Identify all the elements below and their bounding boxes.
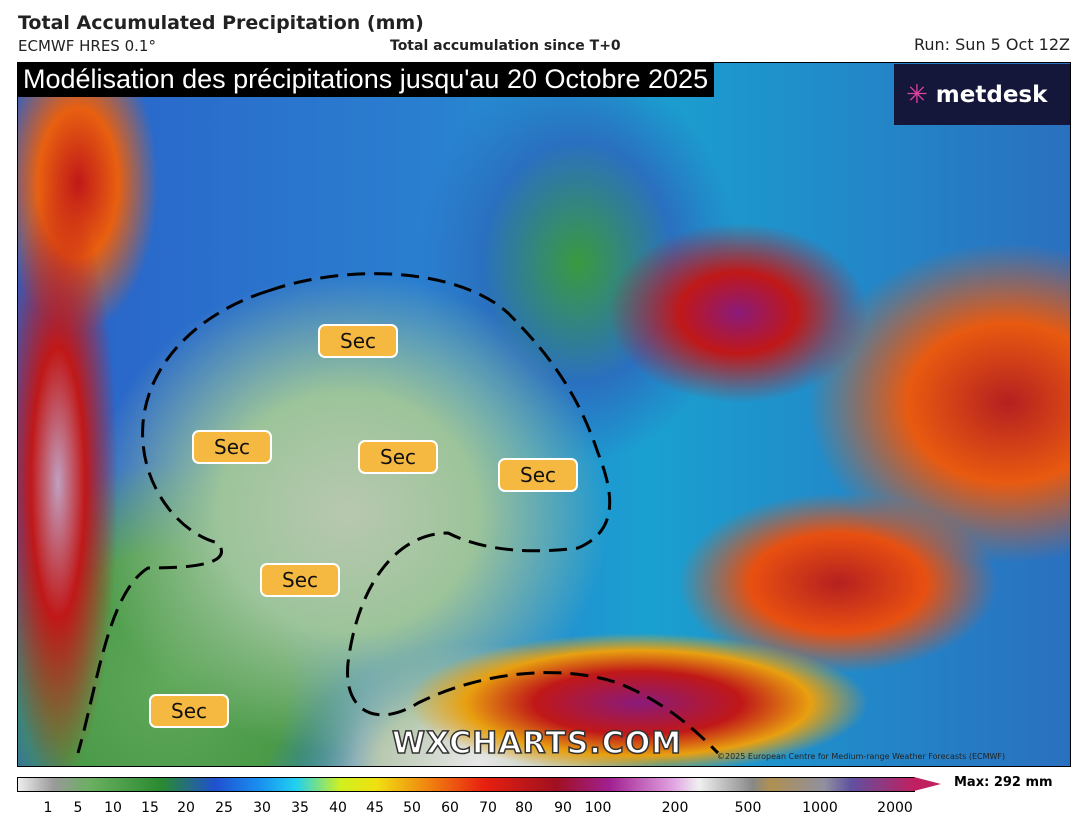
colorbar-tick-label: 60	[441, 800, 459, 816]
colorbar-tick-label: 20	[177, 800, 195, 816]
copyright: ©2025 European Centre for Medium-range W…	[717, 752, 1006, 761]
colorbar-tick-label: 70	[479, 800, 497, 816]
colorbar-tick-label: 500	[734, 800, 762, 816]
metdesk-burst-icon: ✳	[906, 79, 928, 110]
colorbar-tick-label: 2000	[877, 800, 913, 816]
dry-label: Sec	[149, 694, 229, 728]
colorbar-tick-label: 200	[661, 800, 689, 816]
colorbar-tick-label: 40	[329, 800, 347, 816]
metdesk-logo: ✳ metdesk	[894, 64, 1070, 125]
forecast-banner: Modélisation des précipitations jusqu'au…	[17, 62, 715, 97]
colorbar-tick-label: 25	[215, 800, 233, 816]
colorbar-tick-label: 30	[253, 800, 271, 816]
colorbar-tick-label: 5	[73, 800, 83, 816]
watermark: WXCHARTS.COM	[391, 725, 683, 762]
chart-subtitle: Total accumulation since T+0	[390, 38, 621, 54]
colorbar-extend-arrow	[914, 777, 941, 791]
max-value: Max: 292 mm	[954, 775, 1053, 790]
dry-label: Sec	[318, 324, 398, 358]
colorbar-tick-label: 45	[366, 800, 384, 816]
precipitation-map	[17, 62, 1071, 767]
dry-label: Sec	[260, 563, 340, 597]
colorbar-tick-label: 35	[291, 800, 309, 816]
run-time: Run: Sun 5 Oct 12Z	[913, 35, 1070, 54]
colorbar-tick-label: 100	[584, 800, 612, 816]
colorbar	[17, 777, 915, 792]
colorbar-tick-label: 50	[403, 800, 421, 816]
dry-label: Sec	[358, 440, 438, 474]
model-name: ECMWF HRES 0.1°	[18, 37, 156, 55]
logo-text: metdesk	[935, 81, 1048, 108]
colorbar-tick-label: 15	[141, 800, 159, 816]
dry-label: Sec	[498, 458, 578, 492]
chart-title: Total Accumulated Precipitation (mm)	[18, 12, 424, 34]
colorbar-tick-label: 1000	[802, 800, 838, 816]
colorbar-tick-label: 80	[515, 800, 533, 816]
colorbar-tick-label: 1	[43, 800, 53, 816]
colorbar-tick-label: 10	[104, 800, 122, 816]
colorbar-tick-label: 90	[554, 800, 572, 816]
dry-zone-outline	[76, 272, 720, 755]
dry-label: Sec	[192, 430, 272, 464]
